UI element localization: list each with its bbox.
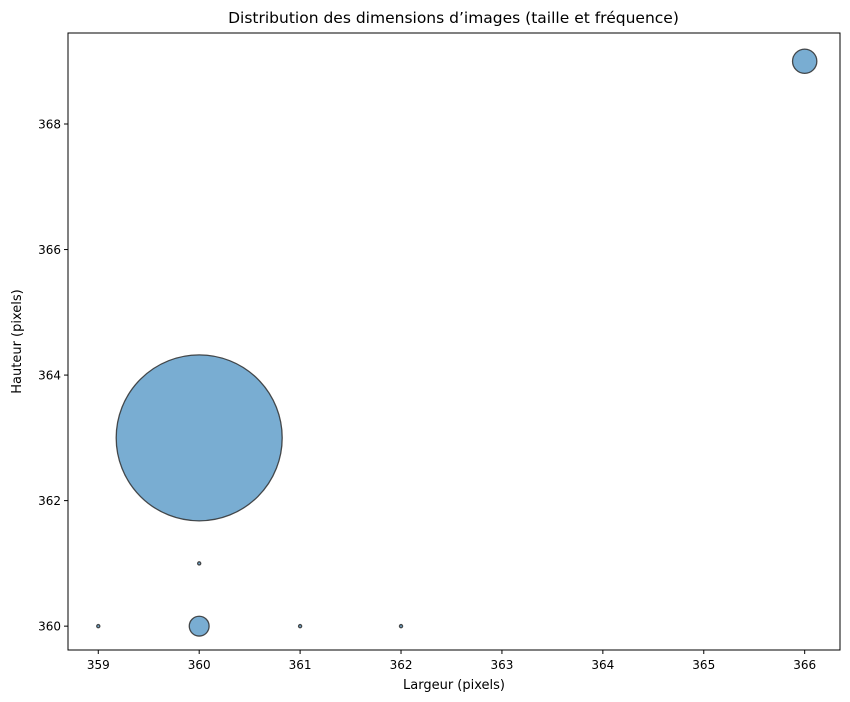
y-tick-label: 362 — [38, 494, 61, 508]
plot-frame — [67, 32, 841, 651]
x-axis-label: Largeur (pixels) — [403, 678, 505, 693]
bubble-point — [96, 623, 101, 629]
y-tick-label: 366 — [38, 243, 61, 257]
y-axis-label: Hauteur (pixels) — [10, 289, 25, 393]
x-tick-label: 366 — [793, 658, 816, 672]
x-tick-label: 363 — [490, 658, 513, 672]
y-axis: 360 362 364 366 368 — [38, 118, 68, 634]
x-tick-label: 365 — [692, 658, 715, 672]
bubble-point — [188, 615, 210, 637]
y-tick-label: 364 — [38, 369, 61, 383]
bubble-point — [115, 354, 283, 522]
chart-title: Distribution des dimensions d’images (ta… — [228, 9, 679, 27]
bubble-point — [196, 561, 202, 566]
x-tick-label: 360 — [188, 658, 211, 672]
x-axis: 359 360 361 362 363 364 365 366 — [87, 650, 816, 672]
bubble-layer — [96, 48, 818, 637]
y-tick-label: 368 — [38, 118, 61, 132]
x-tick-label: 364 — [591, 658, 614, 672]
bubble-point — [398, 623, 404, 629]
bubble-point — [791, 48, 818, 75]
bubble-point — [297, 623, 303, 629]
x-tick-label: 362 — [390, 658, 413, 672]
x-tick-label: 361 — [289, 658, 312, 672]
x-tick-label: 359 — [87, 658, 110, 672]
y-tick-label: 360 — [38, 620, 61, 634]
